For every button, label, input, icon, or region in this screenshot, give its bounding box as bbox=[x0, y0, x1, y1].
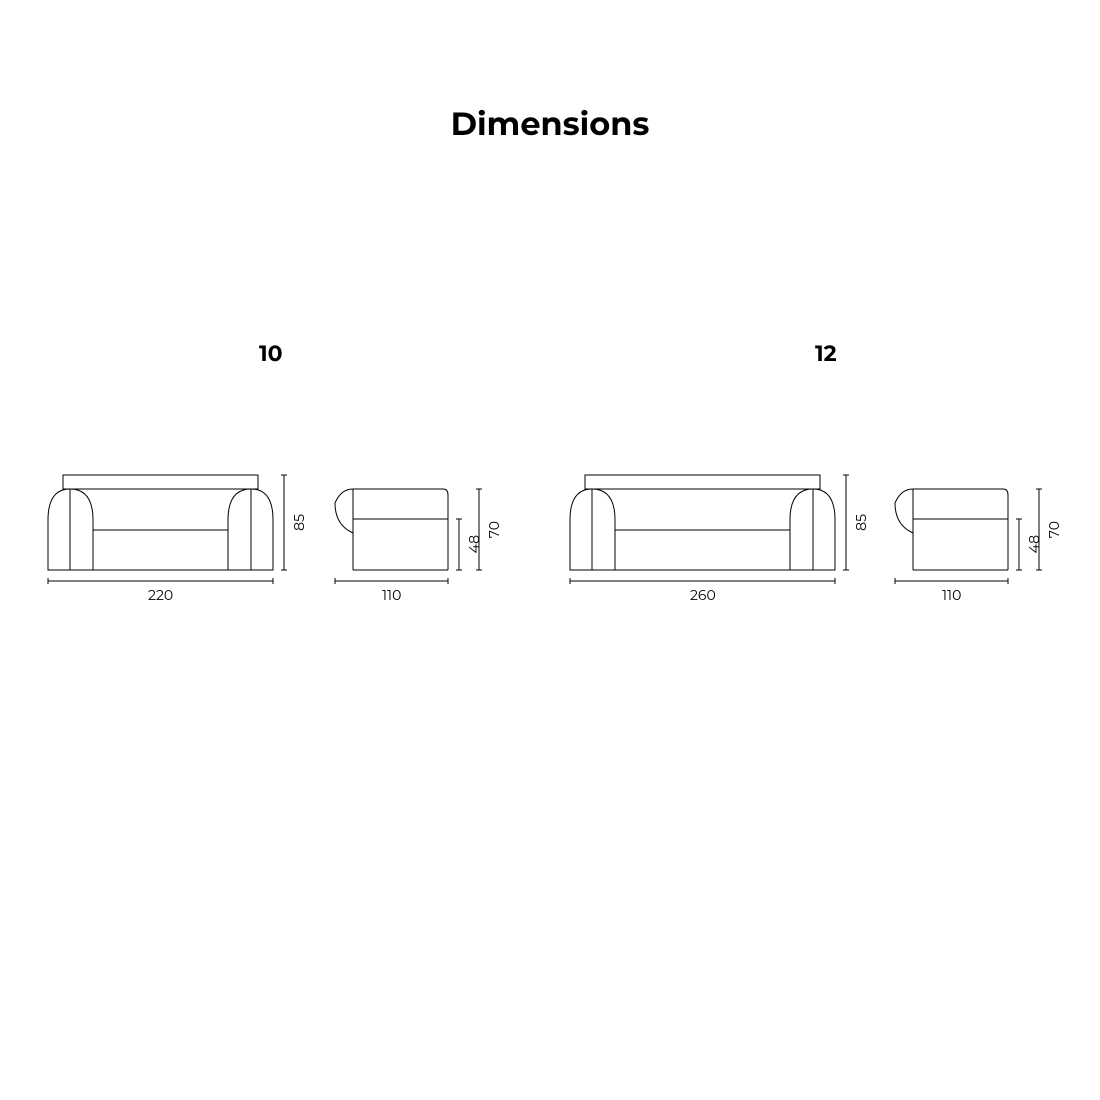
sofa-12-side bbox=[895, 475, 1008, 570]
dim-12-width: 260 bbox=[690, 586, 716, 604]
dim-12-depth: 110 bbox=[942, 586, 961, 604]
model-12-label: 12 bbox=[815, 340, 837, 367]
dim-12-seat: 48 bbox=[1025, 535, 1043, 553]
dim-10-seat: 48 bbox=[465, 535, 483, 553]
dim-10-arm: 70 bbox=[485, 521, 503, 538]
sofa-10-front bbox=[48, 475, 273, 570]
page-title: Dimensions bbox=[0, 105, 1100, 144]
sofa-10-side bbox=[335, 475, 448, 570]
dim-10-width: 220 bbox=[148, 586, 173, 604]
dim-10-height: 85 bbox=[290, 514, 308, 531]
dim-10-depth: 110 bbox=[382, 586, 401, 604]
dim-12-height: 85 bbox=[852, 514, 870, 531]
dimensions-diagram: Dimensions 10 12 220 bbox=[0, 0, 1100, 1100]
model-10-label: 10 bbox=[259, 340, 283, 367]
dim-12-arm: 70 bbox=[1045, 521, 1063, 538]
sofa-12-front bbox=[570, 475, 835, 570]
